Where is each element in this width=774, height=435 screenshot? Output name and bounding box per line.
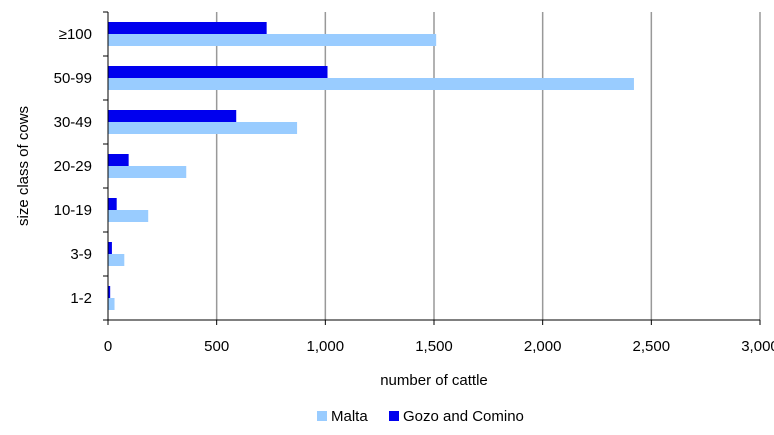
gridlines [215, 12, 761, 320]
legend-swatch-malta [317, 411, 327, 421]
y-tick-labels: 1-2 3-9 10-19 20-29 30-49 50-99 ≥100 [54, 11, 108, 321]
bars [108, 22, 634, 310]
bar-gozo-and-comino-20-29 [108, 154, 129, 166]
bar-malta-10-19 [108, 210, 149, 222]
y-tick-label: 50-99 [54, 70, 92, 87]
bar-malta-3-9 [108, 254, 125, 266]
legend-label-gozo-and-comino: Gozo and Comino [403, 408, 524, 425]
y-tick-label: 30-49 [54, 114, 92, 131]
x-tick-label: 1,000 [307, 338, 345, 355]
x-tick-label: 1,500 [415, 338, 453, 355]
bar-gozo-and-comino-30-49 [108, 110, 237, 122]
legend: Malta Gozo and Comino [317, 408, 524, 425]
bar-gozo-and-comino-50-99 [108, 66, 328, 78]
y-tick-label: 1-2 [70, 290, 92, 307]
bar-malta-100 [108, 34, 437, 46]
x-tick-label: 0 [104, 338, 112, 355]
bar-malta-20-29 [108, 166, 187, 178]
x-axis-title: number of cattle [380, 372, 488, 389]
x-tick-label: 2,500 [633, 338, 671, 355]
legend-label-malta: Malta [331, 408, 368, 425]
y-axis-title: size class of cows [15, 106, 32, 226]
bar-malta-1-2 [108, 298, 115, 310]
bar-gozo-and-comino-1-2 [108, 286, 111, 298]
x-tick-label: 500 [204, 338, 229, 355]
bar-gozo-and-comino-3-9 [108, 242, 112, 254]
y-tick-label: 3-9 [70, 246, 92, 263]
bar-gozo-and-comino-10-19 [108, 198, 117, 210]
bar-malta-50-99 [108, 78, 634, 90]
x-tick-labels: 0 500 1,000 1,500 2,000 2,500 3,000 [104, 320, 774, 355]
y-tick-label: 10-19 [54, 202, 92, 219]
y-tick-label: ≥100 [59, 26, 92, 43]
bar-malta-30-49 [108, 122, 298, 134]
legend-swatch-gozo-and-comino [389, 411, 399, 421]
y-tick-label: 20-29 [54, 158, 92, 175]
x-tick-label: 3,000 [741, 338, 774, 355]
bar-gozo-and-comino-100 [108, 22, 267, 34]
x-tick-label: 2,000 [524, 338, 562, 355]
